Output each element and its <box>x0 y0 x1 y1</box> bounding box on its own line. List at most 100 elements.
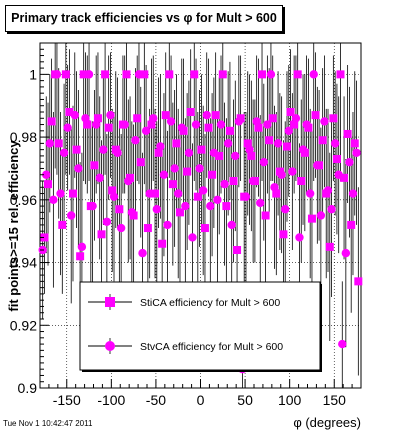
chart-title-box: Primary track efficiencies vs φ for Mult… <box>5 5 283 32</box>
stica-marker <box>343 129 352 138</box>
stica-marker <box>279 230 288 239</box>
stvca-marker <box>209 148 219 157</box>
stvca-marker <box>141 126 151 136</box>
stica-marker <box>101 70 110 79</box>
stica-marker <box>222 202 231 211</box>
stvca-marker <box>163 220 172 230</box>
stvca-marker <box>213 195 222 205</box>
stica-marker <box>225 126 234 135</box>
stica-marker <box>307 214 316 223</box>
stvca-marker <box>59 148 69 157</box>
stvca-marker <box>134 70 144 79</box>
legend-circle-marker <box>105 341 115 351</box>
stica-marker <box>136 158 145 167</box>
chart-title: Primary track efficiencies vs φ for Mult… <box>11 11 277 25</box>
legend-label: StvCA efficiency for Mult > 600 <box>140 341 283 353</box>
stvca-marker <box>49 195 58 205</box>
grid <box>40 43 361 389</box>
stica-marker <box>68 189 77 198</box>
stvca-marker <box>42 170 51 179</box>
stvca-marker <box>95 173 104 183</box>
stica-marker <box>97 230 106 239</box>
x-tick-label: 50 <box>237 392 253 408</box>
stvca-marker <box>56 189 65 198</box>
stica-marker <box>147 120 156 129</box>
stvca-marker <box>109 192 119 201</box>
legend-square-marker <box>105 297 115 307</box>
y-tick-label: 0.94 <box>10 255 37 271</box>
stica-marker <box>218 70 227 79</box>
stica-marker <box>93 114 102 123</box>
stvca-marker <box>52 70 62 79</box>
stica-marker <box>161 111 170 120</box>
stica-marker <box>247 151 256 160</box>
stica-marker <box>190 70 199 79</box>
stvca-marker <box>120 120 129 129</box>
stica-marker <box>311 111 320 120</box>
x-tick-label: -50 <box>146 392 166 408</box>
stica-marker <box>297 177 306 185</box>
stica-marker <box>90 161 99 170</box>
stica-marker <box>186 108 195 116</box>
legend-box <box>79 281 321 371</box>
stvca-marker <box>302 120 311 129</box>
stvca-marker <box>177 123 186 132</box>
stvca-marker <box>184 148 194 157</box>
stica-marker <box>354 277 363 286</box>
stica-marker <box>204 123 213 132</box>
stvca-marker <box>305 189 315 198</box>
stvca-marker <box>166 117 176 126</box>
x-tick-label: -100 <box>97 392 125 408</box>
stvca-marker <box>81 114 90 123</box>
stvca-marker <box>341 248 351 258</box>
y-tick-label: 1 <box>29 66 37 82</box>
stica-marker <box>233 246 242 254</box>
stvca-marker <box>316 211 326 220</box>
stvca-marker <box>327 205 336 214</box>
stica-marker <box>329 114 338 123</box>
stvca-marker <box>84 70 94 79</box>
stica-marker <box>61 70 70 79</box>
stvca-marker <box>266 70 276 79</box>
stvca-marker <box>281 205 290 214</box>
stica-marker <box>151 189 160 198</box>
stvca-marker <box>63 123 72 132</box>
stica-marker <box>72 145 81 154</box>
stvca-marker <box>174 189 183 198</box>
stvca-marker <box>338 339 347 349</box>
stica-marker <box>47 117 56 126</box>
footer-timestamp: Tue Nov 1 10:42:47 2011 <box>3 419 93 428</box>
stica-marker <box>350 139 359 148</box>
stica-marker <box>254 123 263 132</box>
x-tick-label: 150 <box>323 392 347 408</box>
stvca-marker <box>188 233 197 242</box>
stvca-marker <box>102 217 112 226</box>
stvca-marker <box>295 233 304 242</box>
stica-marker <box>282 142 291 151</box>
stica-marker <box>79 70 88 79</box>
stica-marker <box>336 70 345 79</box>
stvca-marker <box>323 186 333 195</box>
stica-marker <box>133 114 142 123</box>
stvca-marker <box>270 183 279 192</box>
stvca-marker <box>309 70 318 79</box>
stvca-marker <box>352 148 361 157</box>
stica-marker <box>340 173 349 182</box>
stica-marker <box>200 224 209 233</box>
legend: StiCA efficiency for Mult > 600 StvCA eff… <box>79 281 322 372</box>
stvca-marker <box>345 157 354 167</box>
stica-marker <box>158 239 167 248</box>
stica-marker <box>261 211 270 220</box>
stica-marker <box>293 70 302 79</box>
stvca-marker <box>320 117 329 126</box>
stica-marker <box>76 252 85 261</box>
stvca-marker <box>138 248 147 258</box>
stvca-marker <box>45 139 55 148</box>
stica-marker <box>197 145 206 154</box>
stvca-marker <box>220 179 229 189</box>
stvca-marker <box>206 201 215 211</box>
stica-marker <box>193 192 202 201</box>
stvca-marker <box>88 201 97 211</box>
stica-marker <box>65 108 74 116</box>
stica-marker <box>286 108 295 116</box>
